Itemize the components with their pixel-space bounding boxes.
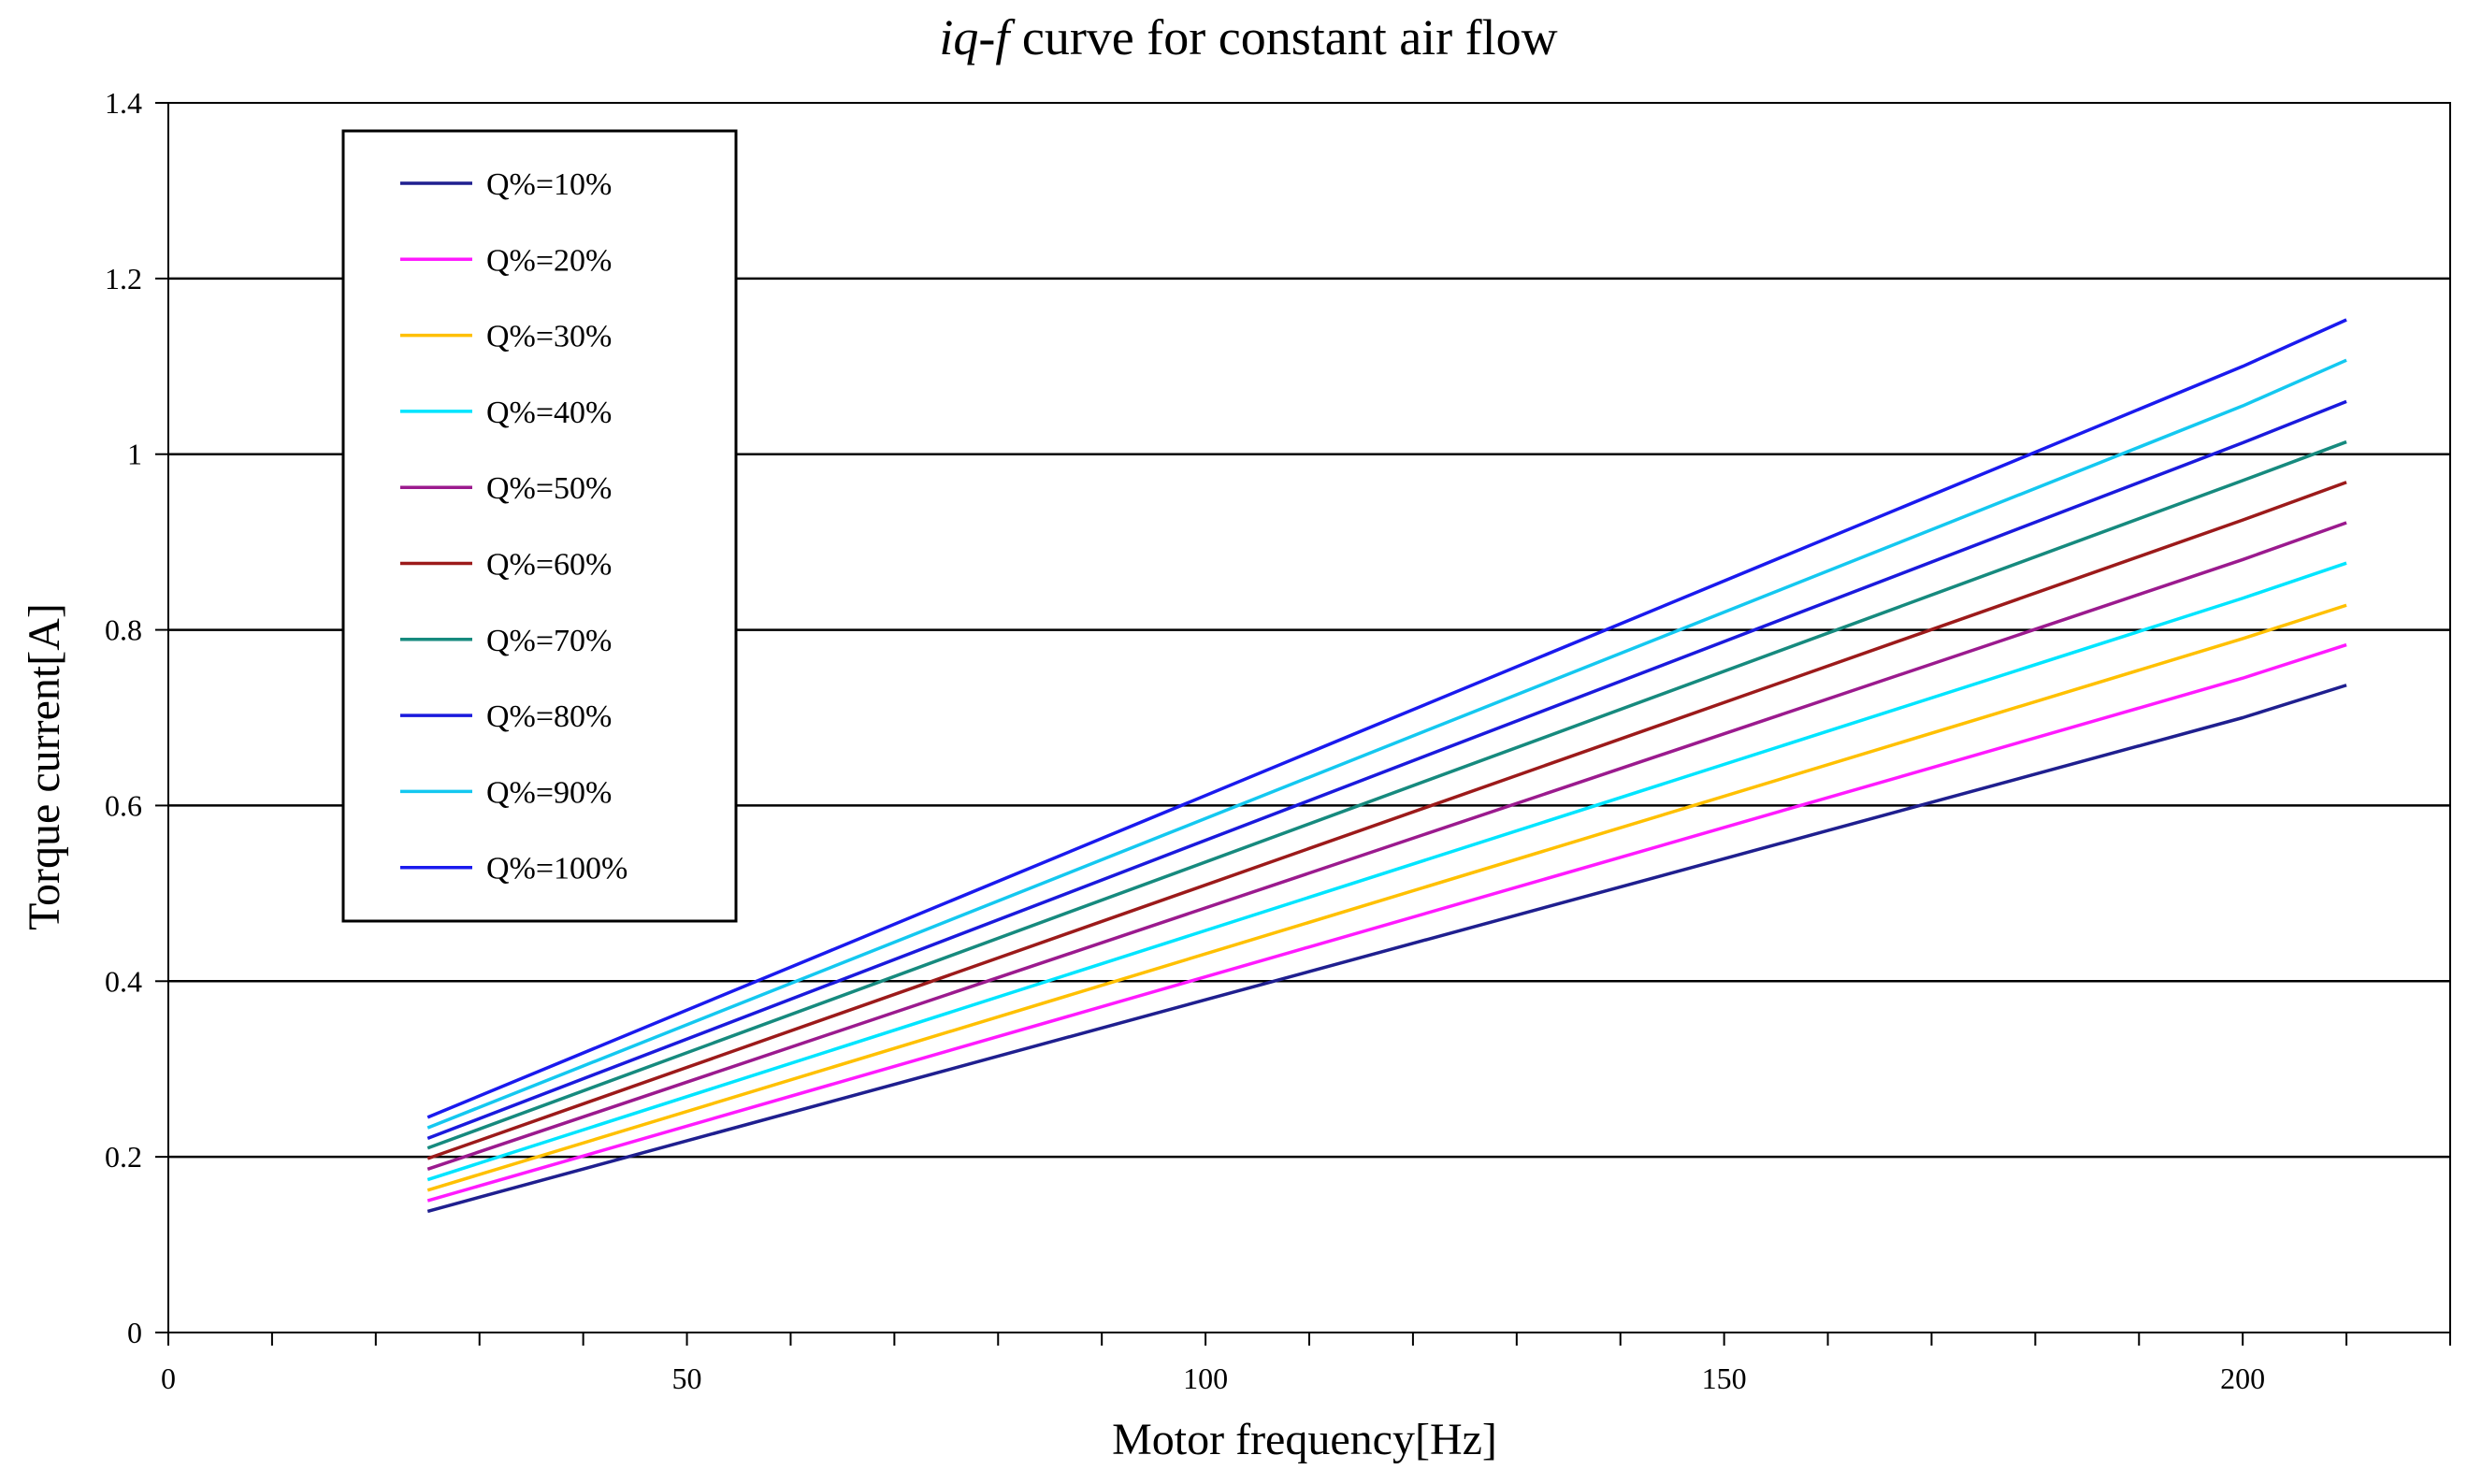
legend-label: Q%=90% — [486, 775, 612, 810]
series-line-30 — [426, 603, 2347, 1192]
y-tick-label: 0 — [127, 1316, 142, 1349]
y-tick-label: 1.4 — [105, 86, 142, 120]
y-tick-label: 0.6 — [105, 788, 142, 822]
legend-label: Q%=70% — [486, 624, 612, 658]
legend-label: Q%=30% — [486, 320, 612, 354]
x-axis-title: Motor frequency[Hz] — [1112, 1415, 1497, 1464]
series-line-100 — [426, 318, 2347, 1119]
series-line-90 — [426, 358, 2347, 1130]
legend-label: Q%=100% — [486, 852, 628, 886]
x-tick-label: 100 — [1183, 1362, 1228, 1395]
y-tick-label: 1.2 — [105, 262, 142, 295]
legend-label: Q%=40% — [486, 396, 612, 430]
series-line-40 — [426, 561, 2347, 1182]
y-tick-label: 0.8 — [105, 613, 142, 647]
series-line-60 — [426, 481, 2347, 1160]
legend-box — [341, 129, 738, 923]
chart-title-rest: curve for constant air flow — [1009, 9, 1557, 65]
y-tick-label: 0.4 — [105, 964, 142, 998]
chart-title-italic: iq-f — [939, 9, 1016, 65]
series-line-70 — [426, 439, 2347, 1150]
legend-label: Q%=50% — [486, 471, 612, 506]
y-tick-label: 0.2 — [105, 1140, 142, 1174]
x-tick-label: 50 — [672, 1362, 702, 1395]
x-tick-label: 150 — [1702, 1362, 1747, 1395]
legend: Q%=10% Q%=20% Q%=30% Q%=40% Q%=50% Q%=60% Q%=7… — [341, 129, 738, 923]
x-tick-label: 200 — [2220, 1362, 2265, 1395]
series-layer — [426, 318, 2347, 1214]
series-line-20 — [426, 642, 2347, 1203]
chart-title: iq-f curve for constant air flow — [939, 9, 1557, 65]
series-line-10 — [426, 684, 2347, 1214]
series-line-50 — [426, 521, 2347, 1171]
y-tick-label: 1 — [127, 438, 142, 471]
legend-label: Q%=60% — [486, 548, 612, 583]
y-axis-title: Torque current[A] — [20, 603, 69, 930]
legend-label: Q%=10% — [486, 167, 612, 202]
axis-layer: 0 0.2 0.4 0.6 0.8 1 1.2 1.4 0 50 100 150 200 — [105, 86, 2451, 1395]
legend-label: Q%=20% — [486, 243, 612, 278]
legend-label: Q%=80% — [486, 699, 612, 734]
series-line-80 — [426, 399, 2347, 1141]
x-tick-label: 0 — [161, 1362, 176, 1395]
